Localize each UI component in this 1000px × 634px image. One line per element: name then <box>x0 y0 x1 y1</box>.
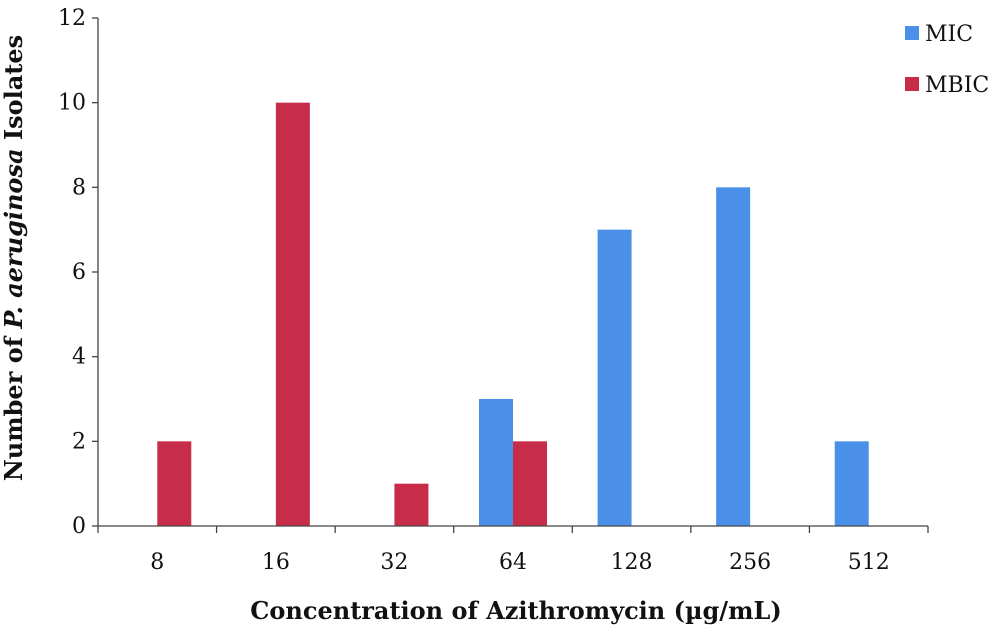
bars-group <box>157 102 869 527</box>
x-tick-label: 256 <box>729 550 771 575</box>
x-tick-label: 128 <box>611 550 653 575</box>
y-tick-label: 0 <box>72 514 86 539</box>
y-axis-title-suffix: Isolates <box>0 35 28 149</box>
legend-swatch-mic <box>905 26 919 40</box>
y-tick-label: 4 <box>72 345 86 370</box>
x-tick-label: 512 <box>848 550 890 575</box>
x-tick-label: 16 <box>262 550 290 575</box>
bar-mic-64 <box>479 399 513 526</box>
y-tick-label: 2 <box>72 429 86 454</box>
bar-mic-128 <box>597 229 632 526</box>
bar-mbic-8 <box>157 441 192 526</box>
y-tick-label: 8 <box>72 175 86 200</box>
bar-mic-256 <box>716 187 751 527</box>
bar-mbic-16 <box>275 102 310 527</box>
y-tick-label: 10 <box>58 91 86 116</box>
y-axis-title: Number of P. aeruginosa Isolates <box>0 35 28 481</box>
bar-mic-512 <box>834 441 869 526</box>
x-tick-label: 8 <box>150 550 164 575</box>
y-ticks-group: 0 2 4 6 8 10 12 <box>58 6 98 539</box>
legend-label-mic: MIC <box>925 22 973 47</box>
legend: MIC MBIC <box>905 22 989 98</box>
legend-swatch-mbic <box>905 77 919 91</box>
y-axis-title-italic: P. aeruginosa <box>0 148 28 329</box>
x-ticks-group: 8 16 32 64 128 256 512 <box>97 526 929 575</box>
bar-mbic-64 <box>513 441 547 526</box>
bar-mbic-32 <box>394 483 429 526</box>
y-axis-title-prefix: Number of <box>0 329 28 482</box>
x-tick-label: 64 <box>499 550 527 575</box>
y-tick-label: 6 <box>72 260 86 285</box>
x-tick-label: 32 <box>380 550 408 575</box>
x-axis-title: Concentration of Azithromycin (µg/mL) <box>250 596 781 625</box>
y-tick-label: 12 <box>58 6 86 31</box>
legend-label-mbic: MBIC <box>925 73 989 98</box>
